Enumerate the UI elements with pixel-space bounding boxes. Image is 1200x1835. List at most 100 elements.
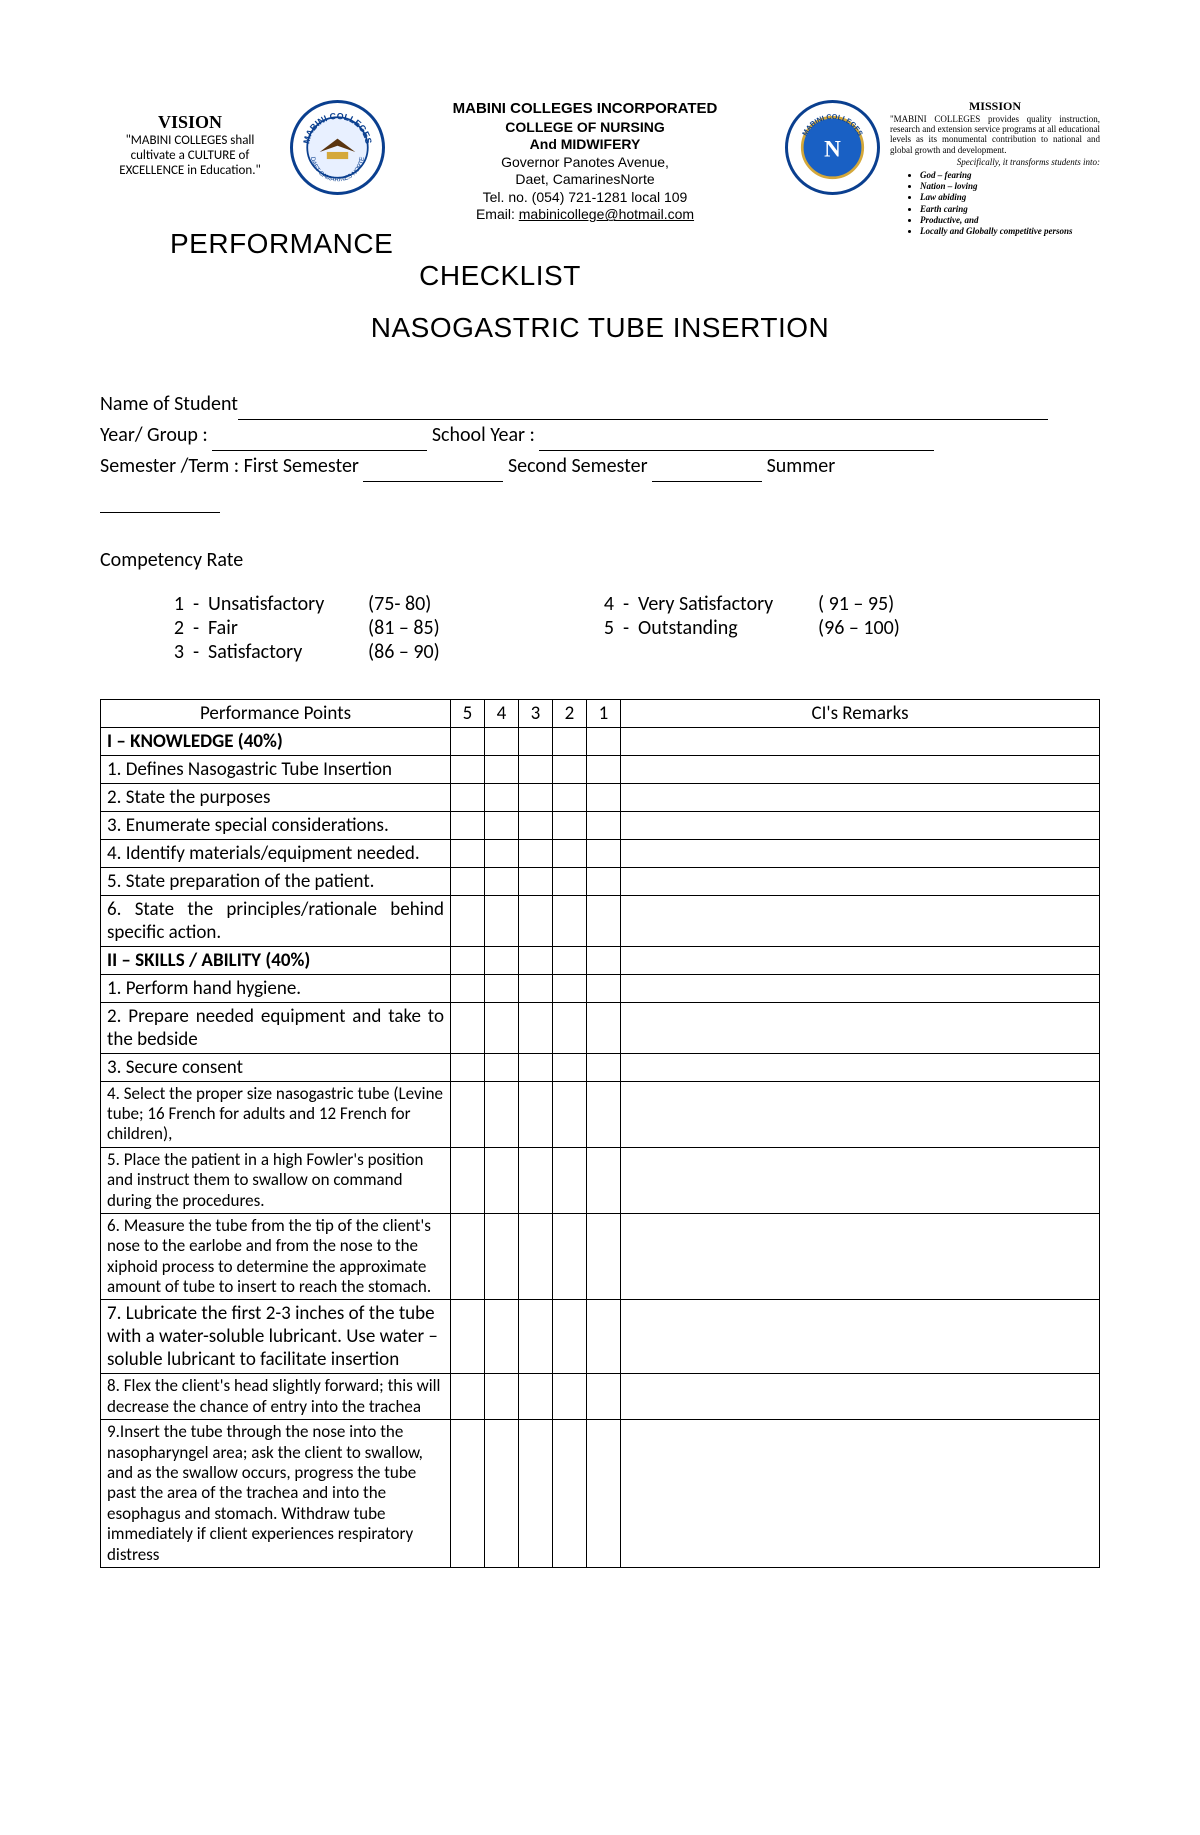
summer-field[interactable]: [100, 491, 220, 513]
cell-score[interactable]: [485, 755, 519, 783]
cell-score[interactable]: [553, 1213, 587, 1300]
cell-score[interactable]: [587, 1081, 621, 1147]
cell-score[interactable]: [587, 895, 621, 946]
cell-score[interactable]: [485, 1374, 519, 1420]
cell-score[interactable]: [587, 1374, 621, 1420]
cell-score[interactable]: [519, 867, 553, 895]
cell-score[interactable]: [519, 946, 553, 974]
cell-remarks[interactable]: [621, 839, 1100, 867]
cell-score[interactable]: [587, 755, 621, 783]
year-group-field[interactable]: [212, 429, 427, 451]
cell-score[interactable]: [519, 727, 553, 755]
cell-score[interactable]: [553, 946, 587, 974]
cell-score[interactable]: [451, 895, 485, 946]
cell-remarks[interactable]: [621, 1081, 1100, 1147]
cell-score[interactable]: [451, 1053, 485, 1081]
cell-remarks[interactable]: [621, 1420, 1100, 1568]
cell-score[interactable]: [519, 1081, 553, 1147]
cell-score[interactable]: [451, 974, 485, 1002]
cell-score[interactable]: [451, 1374, 485, 1420]
cell-score[interactable]: [451, 946, 485, 974]
cell-score[interactable]: [553, 811, 587, 839]
cell-score[interactable]: [519, 1053, 553, 1081]
cell-score[interactable]: [587, 783, 621, 811]
cell-score[interactable]: [485, 1420, 519, 1568]
cell-score[interactable]: [587, 839, 621, 867]
cell-score[interactable]: [451, 727, 485, 755]
cell-score[interactable]: [587, 1147, 621, 1213]
cell-score[interactable]: [485, 946, 519, 974]
cell-score[interactable]: [553, 1053, 587, 1081]
cell-remarks[interactable]: [621, 895, 1100, 946]
cell-score[interactable]: [553, 1081, 587, 1147]
cell-score[interactable]: [587, 1300, 621, 1374]
cell-score[interactable]: [553, 1300, 587, 1374]
cell-remarks[interactable]: [621, 1374, 1100, 1420]
cell-score[interactable]: [485, 1213, 519, 1300]
cell-score[interactable]: [519, 1213, 553, 1300]
cell-score[interactable]: [519, 895, 553, 946]
cell-score[interactable]: [553, 974, 587, 1002]
cell-score[interactable]: [451, 867, 485, 895]
cell-score[interactable]: [485, 895, 519, 946]
cell-remarks[interactable]: [621, 755, 1100, 783]
cell-score[interactable]: [485, 974, 519, 1002]
cell-score[interactable]: [587, 1002, 621, 1053]
cell-score[interactable]: [553, 1002, 587, 1053]
cell-score[interactable]: [519, 974, 553, 1002]
cell-score[interactable]: [519, 1420, 553, 1568]
cell-remarks[interactable]: [621, 1002, 1100, 1053]
cell-score[interactable]: [451, 783, 485, 811]
cell-score[interactable]: [485, 1081, 519, 1147]
cell-remarks[interactable]: [621, 974, 1100, 1002]
cell-remarks[interactable]: [621, 1053, 1100, 1081]
cell-score[interactable]: [485, 1053, 519, 1081]
cell-remarks[interactable]: [621, 811, 1100, 839]
cell-score[interactable]: [451, 1420, 485, 1568]
cell-score[interactable]: [451, 811, 485, 839]
cell-score[interactable]: [553, 1147, 587, 1213]
cell-remarks[interactable]: [621, 1300, 1100, 1374]
cell-score[interactable]: [519, 1147, 553, 1213]
cell-score[interactable]: [553, 727, 587, 755]
cell-score[interactable]: [553, 783, 587, 811]
cell-score[interactable]: [451, 1300, 485, 1374]
cell-score[interactable]: [519, 1374, 553, 1420]
cell-score[interactable]: [485, 727, 519, 755]
cell-score[interactable]: [587, 867, 621, 895]
cell-score[interactable]: [451, 1081, 485, 1147]
cell-score[interactable]: [485, 1002, 519, 1053]
cell-remarks[interactable]: [621, 783, 1100, 811]
cell-score[interactable]: [519, 783, 553, 811]
cell-score[interactable]: [451, 755, 485, 783]
cell-score[interactable]: [519, 1002, 553, 1053]
cell-score[interactable]: [553, 1420, 587, 1568]
cell-score[interactable]: [553, 755, 587, 783]
cell-score[interactable]: [485, 1300, 519, 1374]
cell-score[interactable]: [519, 1300, 553, 1374]
cell-score[interactable]: [485, 867, 519, 895]
cell-remarks[interactable]: [621, 1147, 1100, 1213]
cell-score[interactable]: [553, 895, 587, 946]
second-sem-field[interactable]: [652, 460, 762, 482]
cell-score[interactable]: [519, 755, 553, 783]
cell-score[interactable]: [553, 867, 587, 895]
cell-score[interactable]: [587, 1053, 621, 1081]
cell-score[interactable]: [587, 1213, 621, 1300]
cell-score[interactable]: [519, 839, 553, 867]
cell-score[interactable]: [587, 727, 621, 755]
cell-score[interactable]: [587, 974, 621, 1002]
cell-score[interactable]: [451, 1213, 485, 1300]
cell-score[interactable]: [451, 839, 485, 867]
cell-score[interactable]: [587, 946, 621, 974]
cell-score[interactable]: [553, 839, 587, 867]
school-year-field[interactable]: [539, 429, 934, 451]
cell-remarks[interactable]: [621, 867, 1100, 895]
cell-remarks[interactable]: [621, 946, 1100, 974]
cell-remarks[interactable]: [621, 1213, 1100, 1300]
cell-score[interactable]: [553, 1374, 587, 1420]
cell-score[interactable]: [587, 1420, 621, 1568]
cell-score[interactable]: [485, 1147, 519, 1213]
cell-score[interactable]: [485, 839, 519, 867]
cell-score[interactable]: [485, 811, 519, 839]
